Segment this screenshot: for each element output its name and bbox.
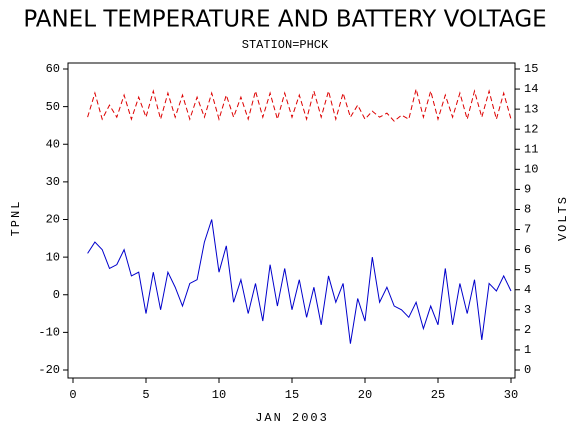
y2-tick-label: 4: [524, 283, 531, 297]
x-tick-label: 20: [358, 388, 372, 402]
plot-frame: [67, 62, 516, 379]
y-tick-label: -20: [38, 363, 60, 377]
y-tick-label: 10: [46, 250, 60, 264]
x-tick-label: 10: [212, 388, 226, 402]
x-axis-label: JAN 2003: [255, 411, 329, 425]
y2-tick-label: 7: [524, 223, 531, 237]
x-tick-label: 5: [142, 388, 149, 402]
y2-tick-label: 0: [524, 363, 531, 377]
y-tick-label: -10: [38, 326, 60, 340]
series-line: [87, 88, 512, 122]
chart-subtitle: STATION=PHCK: [242, 38, 329, 52]
y2-tick-label: 6: [524, 243, 531, 257]
y2-tick-label: 8: [524, 203, 531, 217]
y-tick-label: 60: [46, 62, 60, 76]
y-tick-label: 0: [53, 288, 60, 302]
y2-tick-label: 2: [524, 323, 531, 337]
y2-tick-label: 3: [524, 303, 531, 317]
y-tick-label: 50: [46, 100, 60, 114]
x-tick-label: 30: [504, 388, 518, 402]
y2-tick-label: 5: [524, 263, 531, 277]
y2-tick-label: 10: [524, 163, 538, 177]
y-tick-label: 40: [46, 137, 60, 151]
y2-tick-label: 9: [524, 183, 531, 197]
y2-tick-label: 13: [524, 102, 538, 116]
x-tick-label: 25: [431, 388, 445, 402]
series-line: [87, 219, 512, 344]
y-axis-label: TPNL: [9, 200, 23, 237]
chart-title: PANEL TEMPERATURE AND BATTERY VOLTAGE: [23, 7, 546, 33]
y2-tick-label: 14: [524, 82, 538, 96]
y2-tick-label: 12: [524, 122, 538, 136]
x-tick-label: 0: [69, 388, 76, 402]
y2-tick-label: 15: [524, 62, 538, 76]
y2-axis-label: VOLTS: [556, 195, 570, 241]
x-tick-label: 15: [285, 388, 299, 402]
y2-tick-label: 1: [524, 343, 531, 357]
y-tick-label: 20: [46, 213, 60, 227]
y-tick-label: 30: [46, 175, 60, 189]
y2-tick-label: 11: [524, 142, 538, 156]
